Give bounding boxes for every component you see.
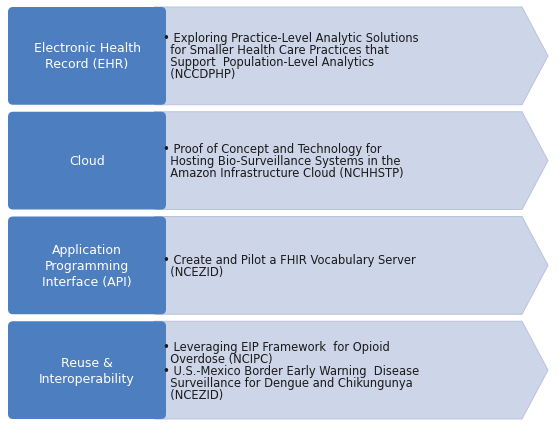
Polygon shape — [155, 322, 548, 419]
Text: Electronic Health
Record (EHR): Electronic Health Record (EHR) — [34, 42, 141, 71]
FancyBboxPatch shape — [8, 217, 166, 315]
Text: • Leveraging EIP Framework  for Opioid: • Leveraging EIP Framework for Opioid — [163, 340, 390, 353]
Text: Hosting Bio-Surveillance Systems in the: Hosting Bio-Surveillance Systems in the — [163, 155, 400, 168]
FancyBboxPatch shape — [8, 8, 166, 105]
Text: Surveillance for Dengue and Chikungunya: Surveillance for Dengue and Chikungunya — [163, 376, 413, 389]
Text: Overdose (NCIPC): Overdose (NCIPC) — [163, 352, 273, 365]
Text: • U.S.-Mexico Border Early Warning  Disease: • U.S.-Mexico Border Early Warning Disea… — [163, 364, 419, 377]
Text: • Create and Pilot a FHIR Vocabulary Server: • Create and Pilot a FHIR Vocabulary Ser… — [163, 253, 416, 266]
Text: Amazon Infrastructure Cloud (NCHHSTP): Amazon Infrastructure Cloud (NCHHSTP) — [163, 167, 404, 180]
FancyBboxPatch shape — [8, 112, 166, 210]
Text: (NCEZID): (NCEZID) — [163, 265, 223, 278]
FancyBboxPatch shape — [8, 322, 166, 419]
Text: Cloud: Cloud — [69, 155, 105, 168]
Polygon shape — [155, 8, 548, 105]
Text: • Proof of Concept and Technology for: • Proof of Concept and Technology for — [163, 143, 381, 156]
Text: (NCCDPHP): (NCCDPHP) — [163, 68, 235, 81]
Text: (NCEZID): (NCEZID) — [163, 388, 223, 401]
Text: • Exploring Practice-Level Analytic Solutions: • Exploring Practice-Level Analytic Solu… — [163, 32, 419, 45]
Text: Support  Population-Level Analytics: Support Population-Level Analytics — [163, 56, 374, 69]
Text: Application
Programming
Interface (API): Application Programming Interface (API) — [42, 243, 132, 288]
Polygon shape — [155, 112, 548, 210]
Text: Reuse &
Interoperability: Reuse & Interoperability — [39, 356, 135, 385]
Polygon shape — [155, 217, 548, 315]
Text: for Smaller Health Care Practices that: for Smaller Health Care Practices that — [163, 44, 389, 57]
